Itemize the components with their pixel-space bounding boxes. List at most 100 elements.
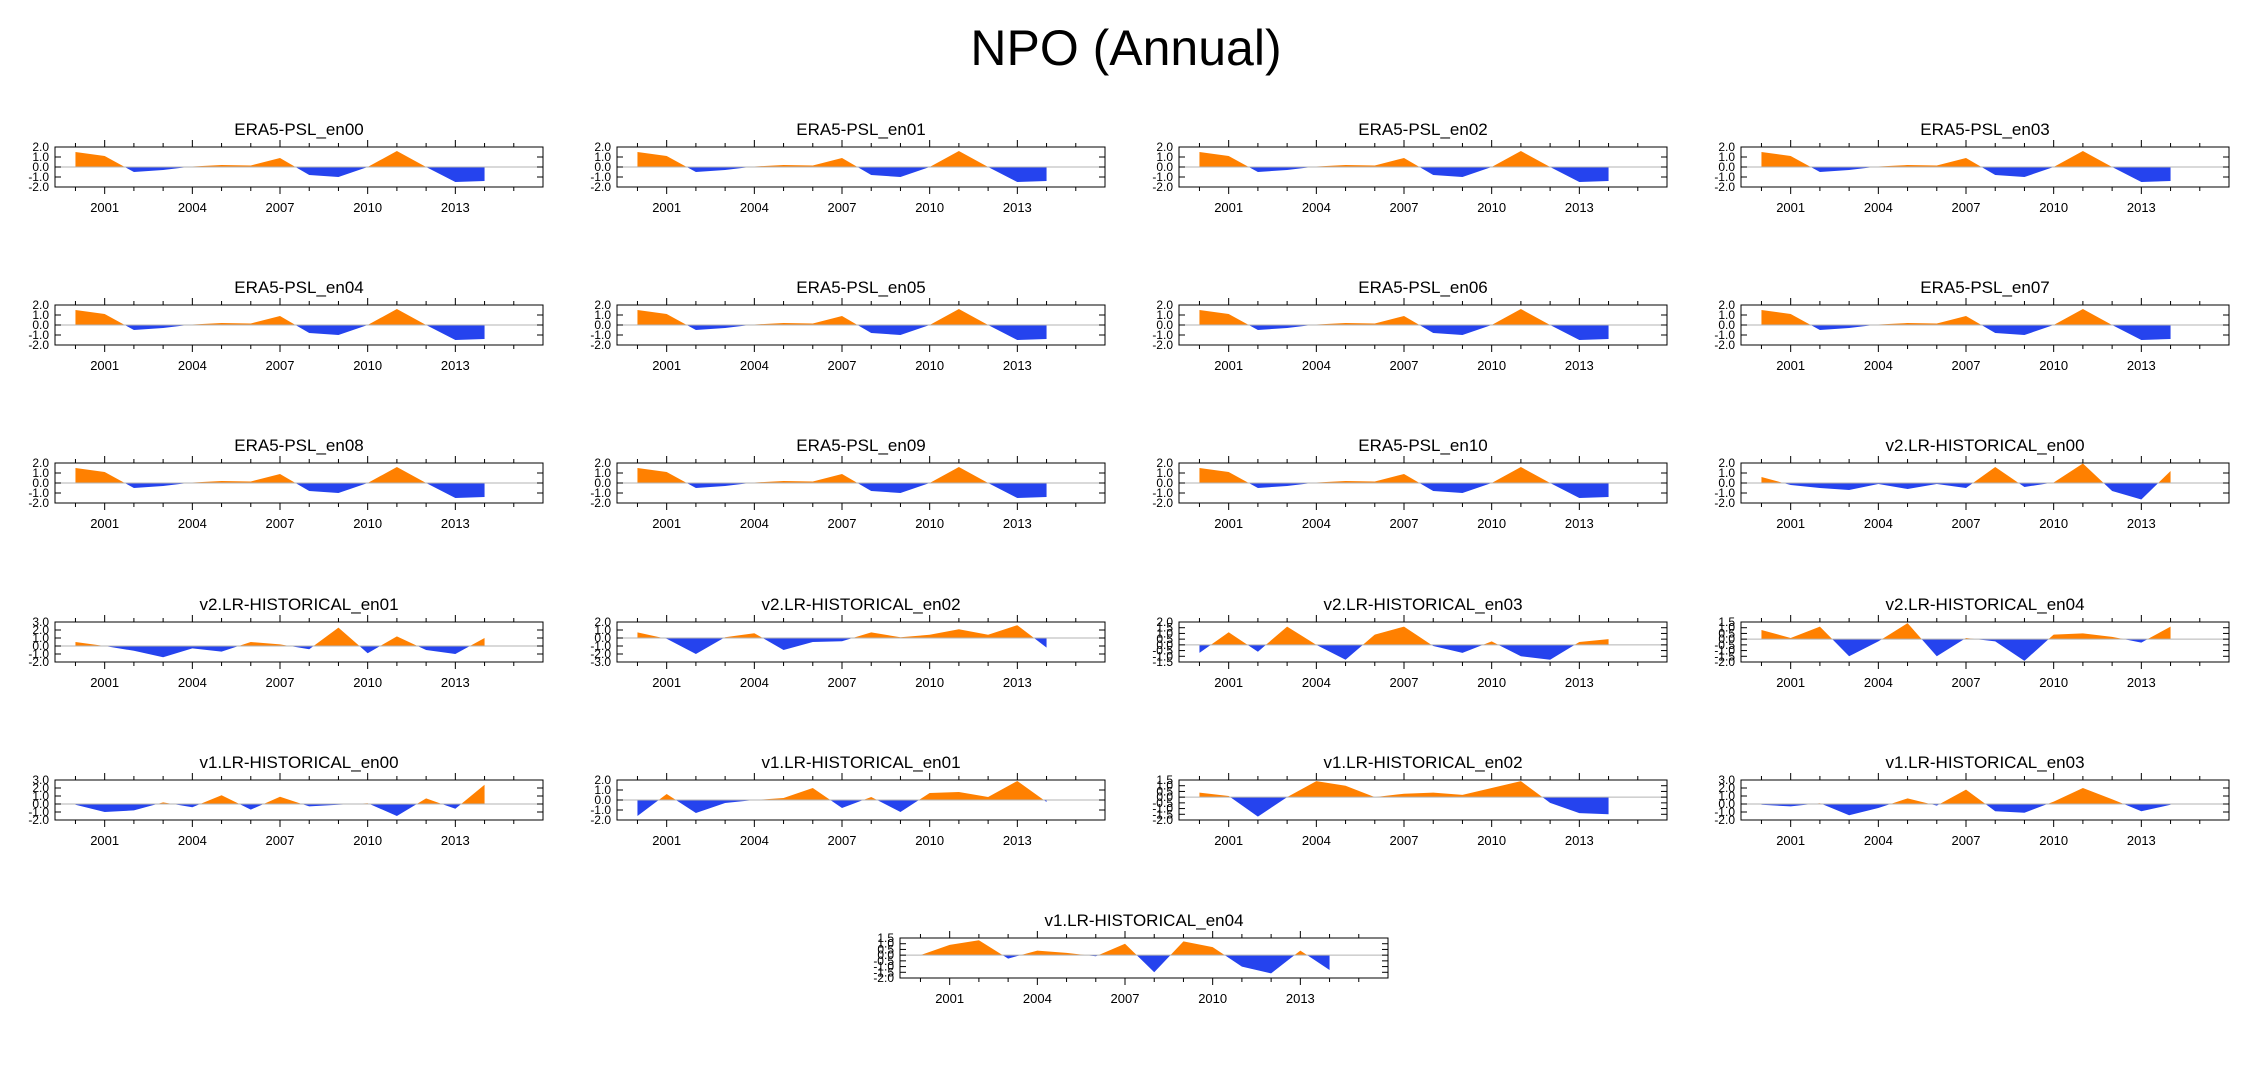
x-tick-label: 2001 <box>90 516 119 531</box>
plot-frame <box>616 621 1106 663</box>
negative-area <box>637 800 1047 816</box>
y-tick-label: 1.0 <box>877 937 894 951</box>
y-tick-label: 0.5 <box>1156 784 1173 798</box>
panel-16: v1.LR-HISTORICAL_en00 3.02.01.00.0-1.0-2.… <box>28 753 544 848</box>
x-tick-label: 2004 <box>740 516 769 531</box>
y-tick-label: 0.0 <box>32 797 49 811</box>
x-tick-label: 2004 <box>1864 200 1893 215</box>
y-tick-label: 0.0 <box>1156 476 1173 490</box>
x-tick-label: 2004 <box>178 675 207 690</box>
y-tick-label: 0.0 <box>1156 160 1173 174</box>
x-tick-label: 2010 <box>2039 200 2068 215</box>
x-tick-label: 2013 <box>441 358 470 373</box>
x-tick-label: 2013 <box>2127 200 2156 215</box>
panel-19: v1.LR-HISTORICAL_en03 3.02.01.00.0-1.0-2.… <box>1714 753 2230 848</box>
y-tick-label: 3.0 <box>32 615 49 629</box>
x-tick-label: 2001 <box>90 833 119 848</box>
panel-title: ERA5-PSL_en09 <box>796 436 925 455</box>
negative-area <box>75 167 485 182</box>
y-tick-label: -1.5 <box>1152 807 1173 821</box>
x-tick-label: 2007 <box>266 675 295 690</box>
y-tick-label: 2.0 <box>594 456 611 470</box>
y-tick-label: 2.0 <box>1718 140 1735 154</box>
plot-frame <box>1740 779 2230 821</box>
x-tick-label: 2004 <box>1302 358 1331 373</box>
panel-title: v1.LR-HISTORICAL_en00 <box>199 753 398 772</box>
x-tick-label: 2001 <box>1214 358 1243 373</box>
y-tick-label: -2.0 <box>1152 813 1173 827</box>
y-tick-label: 0.0 <box>594 160 611 174</box>
y-tick-label: 2.0 <box>32 781 49 795</box>
y-tick-label: 0.5 <box>877 942 894 956</box>
panel-5: ERA5-PSL_en05 2.01.00.0-1.0-2.0 2001 2004 20… <box>590 278 1106 373</box>
y-tick-label: 2.0 <box>594 140 611 154</box>
x-tick-label: 2004 <box>178 200 207 215</box>
y-tick-label: -2.0 <box>28 338 49 352</box>
x-tick-label: 2007 <box>828 200 857 215</box>
x-tick-label: 2001 <box>90 675 119 690</box>
x-tick-label: 2013 <box>2127 675 2156 690</box>
y-tick-label: 0.0 <box>1718 318 1735 332</box>
y-tick-label: 3.0 <box>1718 773 1735 787</box>
x-tick-label: 2010 <box>2039 675 2068 690</box>
x-tick-label: 2004 <box>1864 358 1893 373</box>
y-tick-label: 0.0 <box>1156 318 1173 332</box>
x-tick-label: 2004 <box>1864 675 1893 690</box>
negative-area <box>1199 167 1609 182</box>
y-tick-label: 1.0 <box>32 789 49 803</box>
x-tick-label: 2004 <box>1864 833 1893 848</box>
positive-area <box>1761 151 2171 167</box>
y-tick-label: -1.0 <box>1714 486 1735 500</box>
negative-area <box>637 483 1047 498</box>
y-tick-label: 1.5 <box>877 931 894 945</box>
y-tick-label: 2.0 <box>594 298 611 312</box>
panel-2: ERA5-PSL_en02 2.01.00.0-1.0-2.0 2001 2004 20… <box>1152 120 1668 215</box>
x-tick-label: 2010 <box>353 833 382 848</box>
x-tick-label: 2013 <box>1003 516 1032 531</box>
plot-frame <box>1178 621 1668 663</box>
x-tick-label: 2007 <box>1390 833 1419 848</box>
x-tick-label: 2013 <box>1286 991 1315 1006</box>
y-tick-label: 1.0 <box>1718 466 1735 480</box>
x-tick-label: 2001 <box>1214 200 1243 215</box>
x-tick-label: 2010 <box>915 516 944 531</box>
panel-title: v2.LR-HISTORICAL_en02 <box>761 595 960 614</box>
y-tick-label: 2.0 <box>1156 298 1173 312</box>
positive-area <box>1761 463 2171 483</box>
x-tick-label: 2013 <box>441 833 470 848</box>
y-tick-label: 0.0 <box>594 793 611 807</box>
y-tick-label: 2.0 <box>32 623 49 637</box>
panel-title: ERA5-PSL_en04 <box>234 278 363 297</box>
y-tick-label: 3.0 <box>32 773 49 787</box>
positive-area <box>1199 151 1609 167</box>
y-tick-label: 0.0 <box>32 639 49 653</box>
x-tick-label: 2007 <box>828 516 857 531</box>
panel-title: v1.LR-HISTORICAL_en02 <box>1323 753 1522 772</box>
panel-3: ERA5-PSL_en03 2.01.00.0-1.0-2.0 2001 2004 20… <box>1714 120 2230 215</box>
x-tick-label: 2001 <box>1776 358 1805 373</box>
negative-area <box>1761 483 2171 500</box>
negative-area <box>1761 167 2171 182</box>
x-tick-label: 2013 <box>441 200 470 215</box>
y-tick-label: -0.5 <box>1152 644 1173 658</box>
y-tick-label: -1.0 <box>590 486 611 500</box>
panel-title: ERA5-PSL_en07 <box>1920 278 2049 297</box>
x-tick-label: 2013 <box>441 516 470 531</box>
x-tick-label: 2013 <box>1003 675 1032 690</box>
y-tick-label: 1.0 <box>32 631 49 645</box>
y-tick-label: -1.0 <box>28 647 49 661</box>
y-tick-label: 0.5 <box>1718 626 1735 640</box>
y-tick-label: -1.0 <box>1152 170 1173 184</box>
y-tick-label: -0.5 <box>873 954 894 968</box>
x-tick-label: 2004 <box>740 200 769 215</box>
x-tick-label: 2010 <box>1477 833 1506 848</box>
x-tick-label: 2001 <box>90 358 119 373</box>
y-tick-label: -1.5 <box>1714 649 1735 663</box>
y-tick-label: 0.5 <box>1156 632 1173 646</box>
negative-area <box>1199 483 1609 498</box>
y-tick-label: 2.0 <box>32 456 49 470</box>
panel-title: ERA5-PSL_en10 <box>1358 436 1487 455</box>
y-tick-label: 1.0 <box>1156 150 1173 164</box>
x-tick-label: 2010 <box>915 833 944 848</box>
y-tick-label: -2.0 <box>590 180 611 194</box>
